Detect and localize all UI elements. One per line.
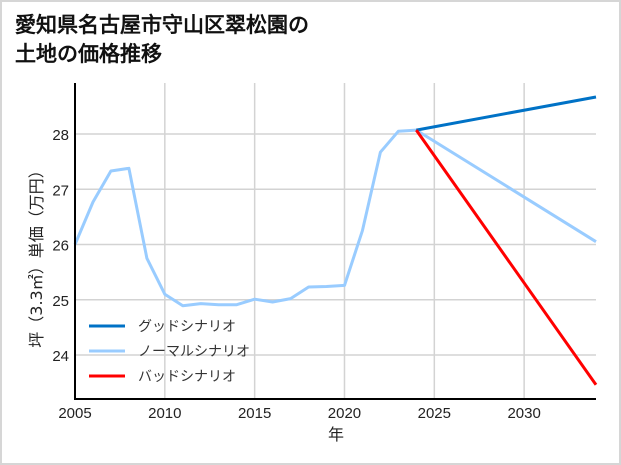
x-tick-label: 2030 [507,405,540,422]
y-tick-label: 28 [52,127,69,144]
x-axis-label: 年 [328,425,344,444]
x-tick-label: 2020 [328,405,361,422]
legend-label: グッドシナリオ [138,319,236,335]
y-tick-label: 25 [52,293,69,310]
x-tick-labels: 2005 2010 2015 2020 2025 2030 [58,405,541,422]
series-line [415,129,598,386]
y-tick-label: 24 [52,348,69,365]
y-tick-label: 26 [52,238,69,255]
series-line [416,95,597,132]
legend-label: ノーマルシナリオ [138,344,250,360]
y-tick-label: 27 [52,182,69,199]
legend-label: バッドシナリオ [138,369,236,385]
series-line [73,128,597,308]
axes [74,83,596,400]
x-tick-label: 2005 [58,405,91,422]
x-tick-label: 2015 [238,405,271,422]
y-axis-label: 坪（3.3㎡）単価（万円） [27,162,46,347]
y-tick-labels: 24 25 26 27 28 [52,127,69,365]
x-tick-label: 2010 [148,405,181,422]
x-tick-label: 2025 [418,405,451,422]
series-lines [73,95,598,386]
chart-title: 愛知県名古屋市守山区翠松園の 土地の価格推移 [15,13,309,66]
